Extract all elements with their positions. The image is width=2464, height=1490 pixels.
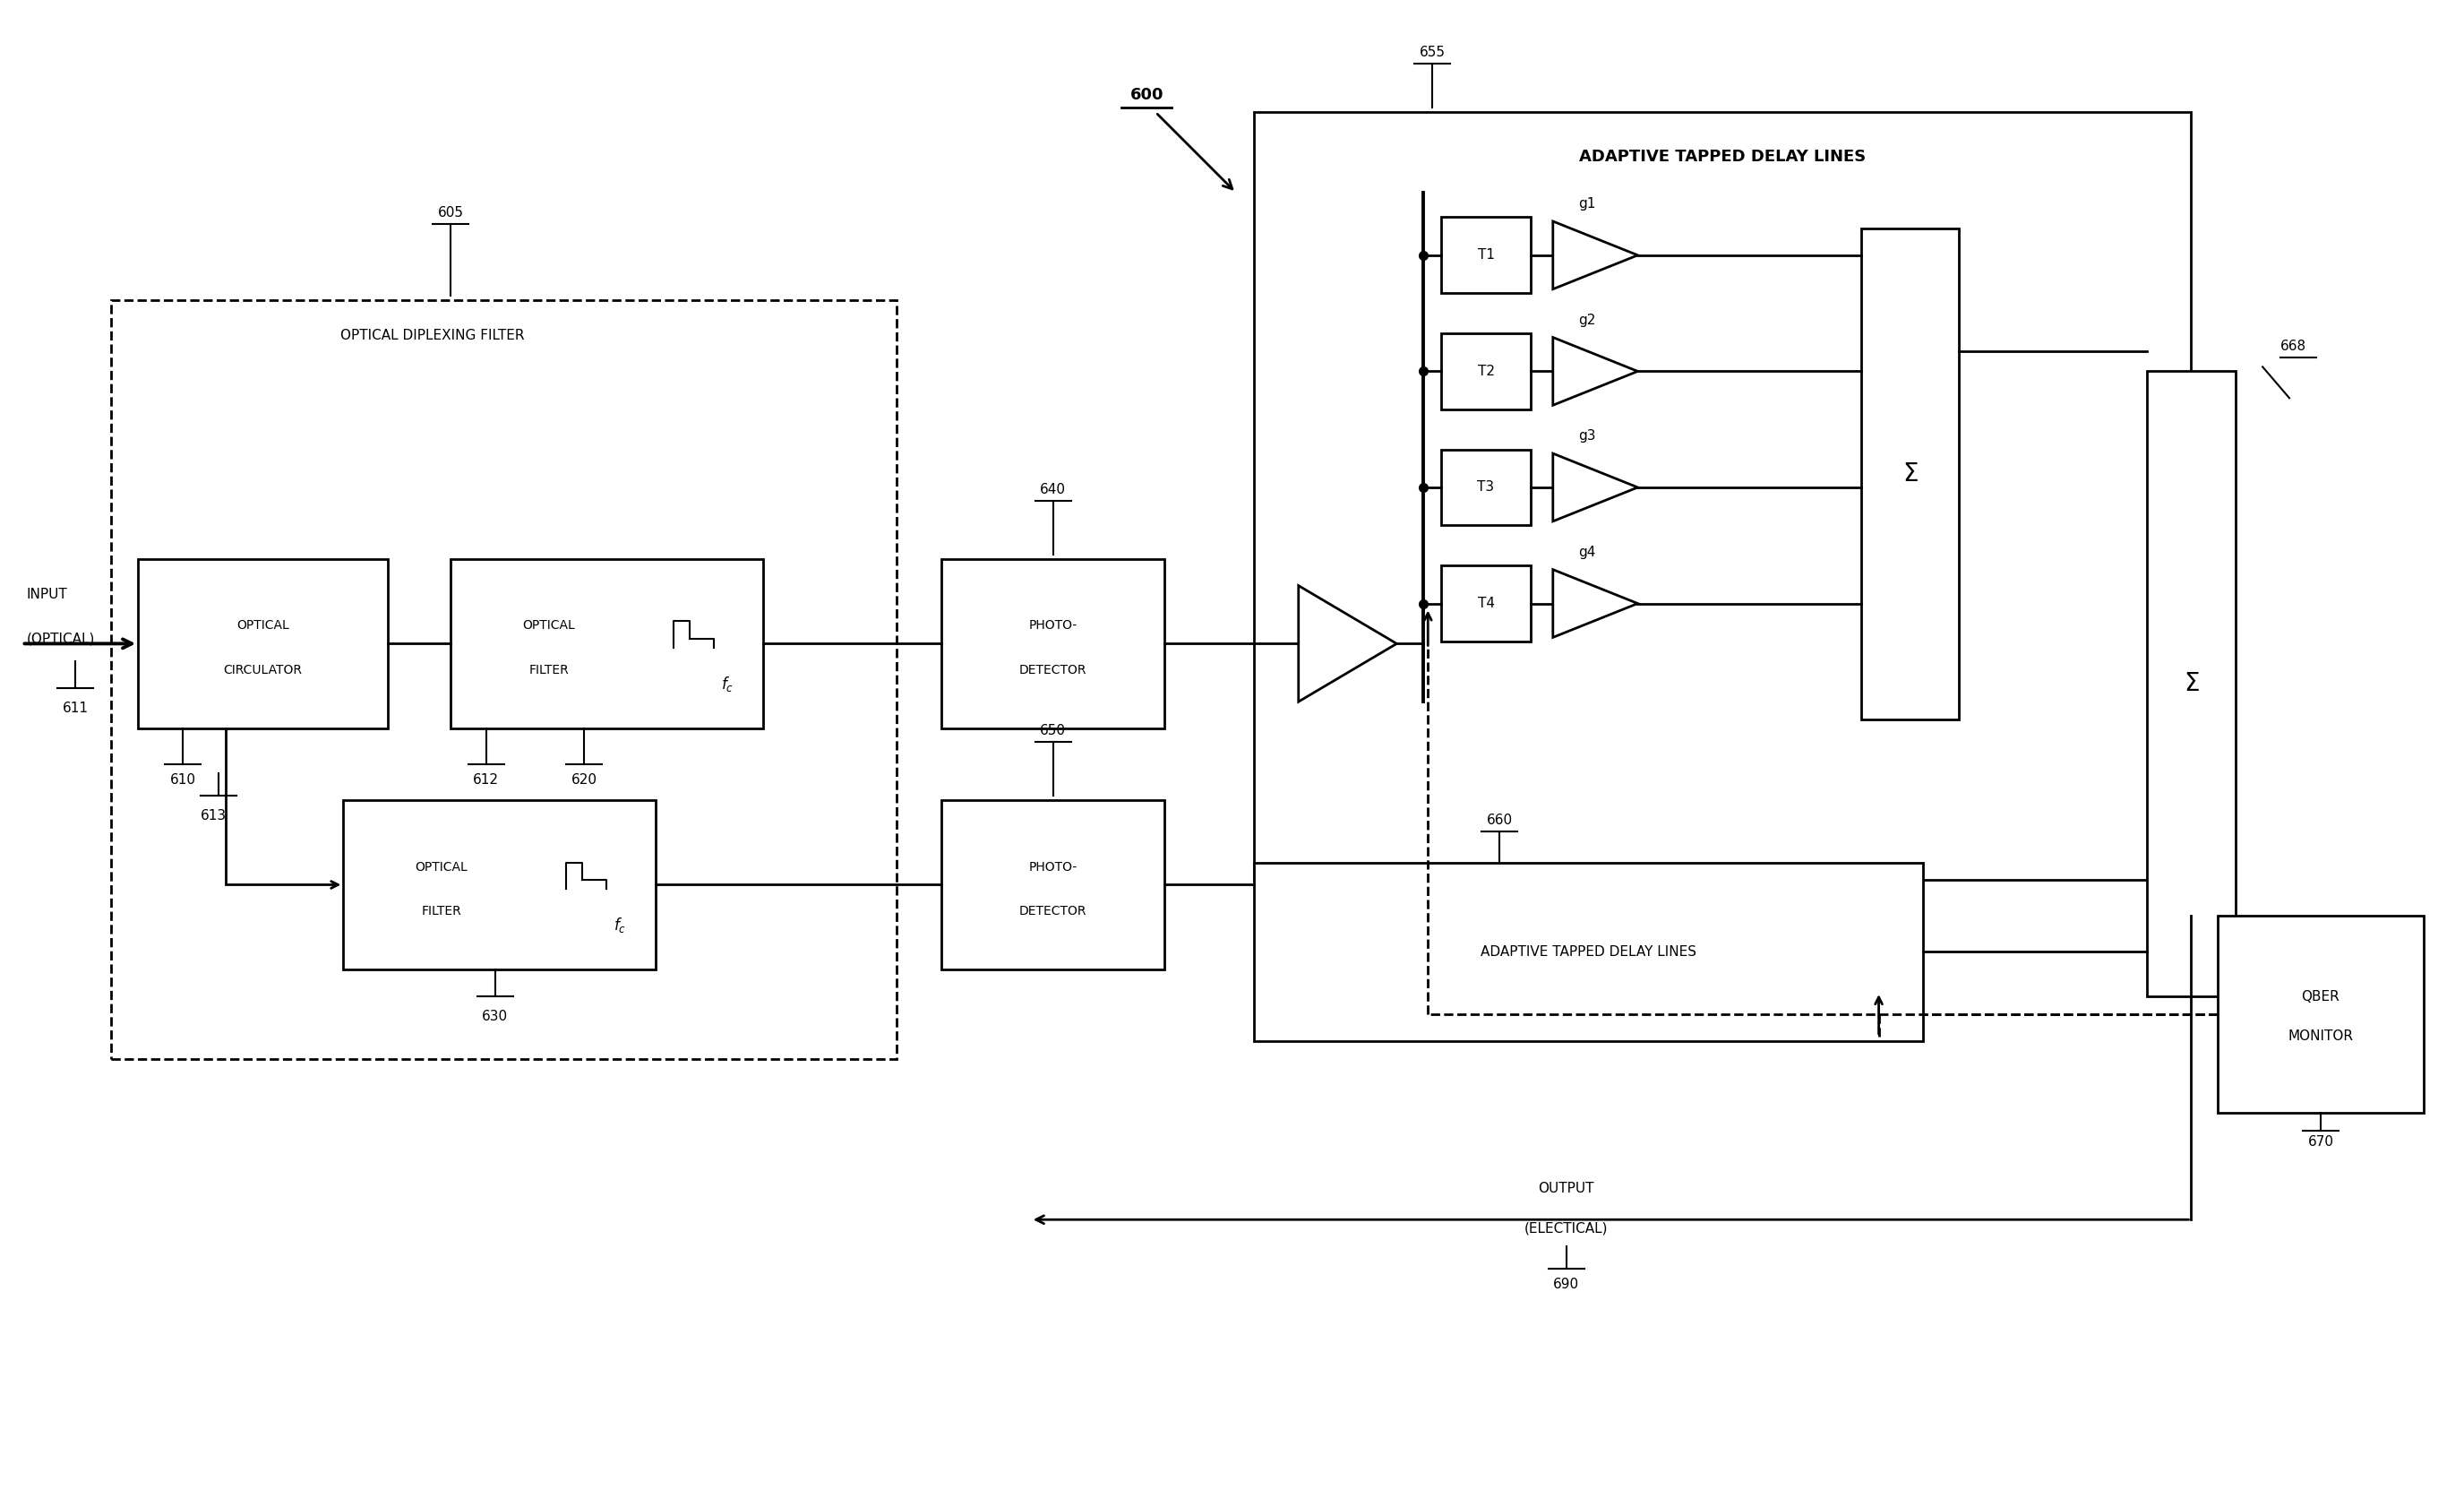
Text: 655: 655 xyxy=(1419,45,1446,58)
Text: OPTICAL: OPTICAL xyxy=(237,620,288,632)
Text: g3: g3 xyxy=(1577,429,1597,443)
Bar xyxy=(111,299,897,1059)
Text: PHOTO-: PHOTO- xyxy=(1030,861,1077,873)
Bar xyxy=(1441,334,1530,410)
Text: 640: 640 xyxy=(1040,483,1067,496)
Text: 650: 650 xyxy=(1040,724,1067,738)
Text: DETECTOR: DETECTOR xyxy=(1020,906,1087,918)
Text: PHOTO-: PHOTO- xyxy=(1030,620,1077,632)
Bar xyxy=(1441,450,1530,526)
Polygon shape xyxy=(1552,337,1639,405)
Text: OPTICAL DIPLEXING FILTER: OPTICAL DIPLEXING FILTER xyxy=(340,329,525,343)
Text: 605: 605 xyxy=(439,206,463,219)
Bar xyxy=(1254,863,1924,1042)
Text: 670: 670 xyxy=(2309,1135,2333,1149)
Text: 660: 660 xyxy=(1486,814,1513,827)
Text: FILTER: FILTER xyxy=(530,665,569,676)
Text: MONITOR: MONITOR xyxy=(2289,1030,2353,1043)
Bar xyxy=(1254,112,2190,881)
Text: CIRCULATOR: CIRCULATOR xyxy=(224,665,303,676)
Polygon shape xyxy=(1299,586,1397,702)
Bar xyxy=(342,800,655,970)
Text: 610: 610 xyxy=(170,773,195,787)
Text: 611: 611 xyxy=(62,702,89,715)
Text: (OPTICAL): (OPTICAL) xyxy=(27,632,94,645)
Bar xyxy=(1860,228,1959,720)
Text: ADAPTIVE TAPPED DELAY LINES: ADAPTIVE TAPPED DELAY LINES xyxy=(1579,149,1865,165)
Bar xyxy=(1441,566,1530,641)
Text: ADAPTIVE TAPPED DELAY LINES: ADAPTIVE TAPPED DELAY LINES xyxy=(1481,945,1698,958)
Text: T1: T1 xyxy=(1478,249,1496,262)
Text: OPTICAL: OPTICAL xyxy=(522,620,574,632)
Text: DETECTOR: DETECTOR xyxy=(1020,665,1087,676)
Text: $\Sigma$: $\Sigma$ xyxy=(1902,462,1917,487)
Bar xyxy=(1441,218,1530,294)
Polygon shape xyxy=(1552,569,1639,638)
Polygon shape xyxy=(1552,222,1639,289)
Text: 690: 690 xyxy=(1552,1277,1579,1292)
Text: T3: T3 xyxy=(1478,481,1496,495)
Text: 600: 600 xyxy=(1131,88,1163,103)
Text: OPTICAL: OPTICAL xyxy=(416,861,468,873)
Text: g4: g4 xyxy=(1577,545,1597,559)
Bar xyxy=(941,559,1165,729)
Text: g2: g2 xyxy=(1577,313,1597,326)
Text: T2: T2 xyxy=(1478,365,1496,378)
Text: (ELECTICAL): (ELECTICAL) xyxy=(1525,1222,1609,1235)
Text: $f_c$: $f_c$ xyxy=(614,915,626,934)
Text: 620: 620 xyxy=(572,773,596,787)
Text: FILTER: FILTER xyxy=(421,906,461,918)
Bar xyxy=(138,559,387,729)
Text: 668: 668 xyxy=(2282,340,2306,353)
Text: $f_c$: $f_c$ xyxy=(722,675,734,693)
Bar xyxy=(2218,916,2422,1113)
Text: INPUT: INPUT xyxy=(27,589,67,602)
Text: T4: T4 xyxy=(1478,596,1496,611)
Text: 612: 612 xyxy=(473,773,500,787)
Text: $\Sigma$: $\Sigma$ xyxy=(2183,672,2200,696)
Bar xyxy=(2146,371,2235,997)
Text: 630: 630 xyxy=(483,1010,508,1024)
Text: g1: g1 xyxy=(1577,197,1597,210)
Bar xyxy=(941,800,1165,970)
Polygon shape xyxy=(1552,453,1639,522)
Text: QBER: QBER xyxy=(2301,989,2341,1003)
Bar xyxy=(451,559,764,729)
Text: 613: 613 xyxy=(200,809,227,822)
Text: OUTPUT: OUTPUT xyxy=(1538,1182,1594,1195)
